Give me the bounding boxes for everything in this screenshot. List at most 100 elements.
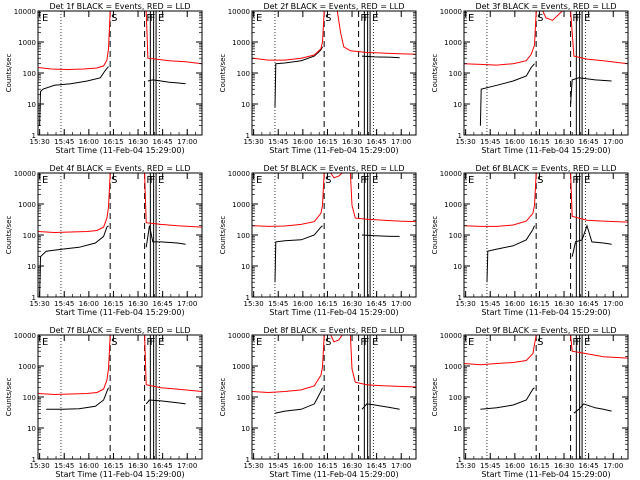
marker-letter: E — [256, 13, 262, 24]
marker-letter: F — [150, 175, 156, 186]
x-tick-label: 15:30 — [456, 138, 476, 146]
x-axis-label: Start Time (11-Feb-04 15:29:00) — [269, 146, 398, 155]
y-tick-label: 100 — [23, 394, 36, 402]
y-tick-label: 100 — [237, 394, 250, 402]
x-tick-label: 15:30 — [456, 300, 476, 308]
x-axis-label: Start Time (11-Feb-04 15:29:00) — [55, 146, 184, 155]
y-tick-label: 10 — [453, 425, 462, 433]
x-tick-label: 16:30 — [554, 462, 574, 470]
y-tick-label: 1000 — [444, 39, 462, 47]
panel-title: Det 4f BLACK = Events, RED = LLD — [49, 164, 190, 173]
x-tick-label: 17:00 — [391, 138, 411, 146]
y-tick-label: 10000 — [228, 332, 250, 340]
lld-series-line — [38, 173, 111, 234]
y-tick-label: 10 — [241, 101, 250, 109]
marker-letter: S — [537, 337, 543, 348]
y-tick-label: 100 — [237, 70, 250, 78]
x-tick-label: 16:45 — [579, 462, 599, 470]
panel-title: Det 6f BLACK = Events, RED = LLD — [475, 164, 616, 173]
y-axis-label: Counts/sec — [431, 54, 439, 93]
x-tick-label: 16:30 — [128, 300, 148, 308]
plot-frame — [463, 172, 629, 298]
x-tick-label: 15:45 — [268, 138, 288, 146]
marker-letter: S — [537, 13, 543, 24]
panel-title: Det 3f BLACK = Events, RED = LLD — [475, 2, 616, 11]
x-tick-label: 16:00 — [293, 138, 313, 146]
x-axis-label: Start Time (11-Feb-04 15:29:00) — [481, 146, 610, 155]
marker-letter: E — [468, 175, 474, 186]
y-axis-label: Counts/sec — [5, 216, 13, 255]
y-tick-label: 1 — [246, 294, 250, 302]
lld-series-line — [570, 173, 628, 223]
events-series-line — [274, 46, 323, 108]
plot-frame — [251, 334, 417, 460]
x-tick-label: 17:00 — [391, 462, 411, 470]
y-axis-label: Counts/sec — [219, 54, 227, 93]
panel-title: Det 7f BLACK = Events, RED = LLD — [49, 326, 190, 335]
x-tick-label: 16:45 — [153, 300, 173, 308]
marker-letter: E — [468, 337, 474, 348]
x-tick-label: 16:00 — [79, 300, 99, 308]
x-tick-label: 15:30 — [30, 300, 50, 308]
marker-letter: S — [325, 13, 331, 24]
y-axis-label: Counts/sec — [5, 54, 13, 93]
y-axis-label: Counts/sec — [5, 378, 13, 417]
plot-frame — [463, 10, 629, 136]
plot-frame — [37, 334, 203, 460]
x-tick-label: 16:15 — [317, 300, 337, 308]
lld-series-line — [252, 11, 325, 61]
y-tick-label: 10000 — [14, 8, 36, 16]
y-tick-label: 10 — [27, 263, 36, 271]
lld-series-line — [464, 173, 537, 227]
x-tick-label: 15:30 — [244, 300, 264, 308]
marker-letter: E — [158, 175, 164, 186]
x-axis-label: Start Time (11-Feb-04 15:29:00) — [55, 308, 184, 317]
x-tick-label: 16:15 — [103, 462, 123, 470]
marker-letter: E — [42, 175, 48, 186]
marker-letter: E — [42, 13, 48, 24]
marker-letter: F — [360, 13, 366, 24]
x-tick-label: 16:15 — [529, 462, 549, 470]
marker-letter: E — [256, 337, 262, 348]
events-series-line — [147, 79, 186, 85]
y-axis-label: Counts/sec — [219, 216, 227, 255]
x-tick-label: 16:15 — [529, 300, 549, 308]
y-tick-label: 10 — [27, 425, 36, 433]
x-tick-label: 17:00 — [603, 300, 623, 308]
y-tick-label: 10 — [241, 425, 250, 433]
marker-letter: E — [256, 175, 262, 186]
marker-letter: F — [572, 13, 578, 24]
y-tick-label: 1000 — [18, 201, 36, 209]
x-tick-label: 16:00 — [505, 300, 525, 308]
x-tick-label: 15:45 — [480, 138, 500, 146]
marker-letter: S — [111, 13, 117, 24]
lld-series-line — [38, 11, 111, 71]
marker-letter: S — [325, 337, 331, 348]
marker-letter: F — [150, 13, 156, 24]
marker-letter: E — [372, 175, 378, 186]
x-tick-label: 17:00 — [177, 462, 197, 470]
y-tick-label: 10 — [453, 101, 462, 109]
panel-title: Det 9f BLACK = Events, RED = LLD — [475, 326, 616, 335]
y-axis-label: Counts/sec — [431, 378, 439, 417]
y-axis-label: Counts/sec — [219, 378, 227, 417]
y-tick-label: 10000 — [440, 332, 462, 340]
lld-series-line — [330, 173, 343, 179]
x-tick-label: 17:00 — [391, 300, 411, 308]
lld-series-line — [570, 335, 628, 359]
marker-letter: F — [576, 13, 582, 24]
lld-series-line — [145, 11, 202, 65]
y-tick-label: 1000 — [232, 201, 250, 209]
lld-series-line — [336, 11, 416, 55]
y-tick-label: 1 — [458, 456, 462, 464]
y-tick-label: 10000 — [440, 8, 462, 16]
events-series-line — [479, 63, 535, 126]
marker-letter: S — [537, 175, 543, 186]
x-tick-label: 17:00 — [177, 300, 197, 308]
x-tick-label: 16:45 — [579, 138, 599, 146]
marker-letter: F — [364, 175, 370, 186]
y-tick-label: 1000 — [232, 39, 250, 47]
